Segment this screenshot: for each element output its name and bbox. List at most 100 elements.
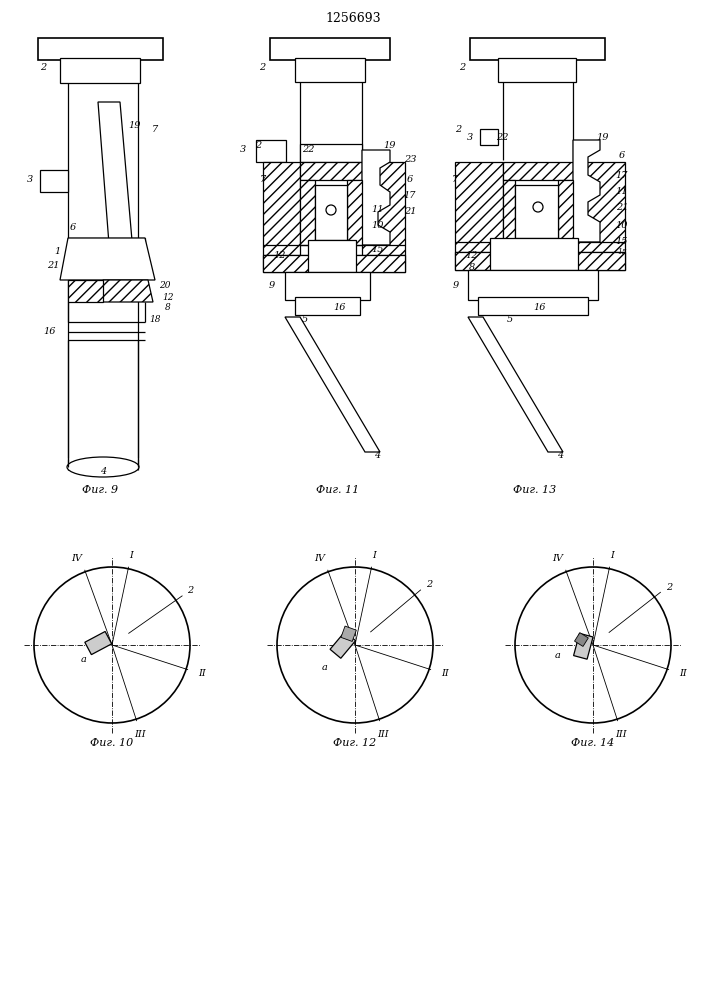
Text: 19: 19 <box>129 120 141 129</box>
Text: II: II <box>199 669 206 678</box>
Text: 11: 11 <box>372 206 384 215</box>
Polygon shape <box>68 238 103 272</box>
Text: 19: 19 <box>384 140 396 149</box>
Text: I: I <box>610 551 614 560</box>
Bar <box>470 38 605 60</box>
Bar <box>468 270 598 300</box>
Text: 19: 19 <box>597 133 609 142</box>
Text: 2: 2 <box>259 64 265 73</box>
Text: 12: 12 <box>162 292 174 302</box>
Text: 2: 2 <box>459 64 465 73</box>
Text: I: I <box>372 551 376 560</box>
Text: 11: 11 <box>616 188 629 196</box>
Polygon shape <box>68 280 103 302</box>
Text: 4: 4 <box>557 450 563 460</box>
Text: II: II <box>679 669 687 678</box>
Text: 10: 10 <box>372 221 384 230</box>
Text: 20: 20 <box>159 280 171 290</box>
Text: 8: 8 <box>469 262 475 271</box>
Bar <box>308 240 356 272</box>
Polygon shape <box>558 180 573 242</box>
Text: I: I <box>129 551 133 560</box>
Polygon shape <box>468 317 563 452</box>
Text: III: III <box>134 730 146 739</box>
Text: a: a <box>555 650 561 660</box>
Polygon shape <box>60 238 155 280</box>
Polygon shape <box>455 162 503 270</box>
Text: 17: 17 <box>404 190 416 200</box>
Polygon shape <box>573 633 593 659</box>
Bar <box>498 58 576 82</box>
Text: Фиг. 9: Фиг. 9 <box>82 485 118 495</box>
Bar <box>490 238 578 270</box>
Text: 3: 3 <box>467 132 473 141</box>
Text: 9: 9 <box>453 280 459 290</box>
Text: 6: 6 <box>70 224 76 232</box>
Text: 2: 2 <box>426 580 432 589</box>
Text: 4: 4 <box>374 450 380 460</box>
Text: 2: 2 <box>666 583 672 592</box>
Text: 4: 4 <box>100 468 106 477</box>
Polygon shape <box>573 140 600 242</box>
Text: 12: 12 <box>274 250 286 259</box>
Text: 3: 3 <box>240 145 246 154</box>
Circle shape <box>326 205 336 215</box>
Polygon shape <box>300 180 315 245</box>
Text: 12: 12 <box>466 250 478 259</box>
Polygon shape <box>103 280 153 302</box>
Text: 22: 22 <box>302 145 314 154</box>
Polygon shape <box>341 626 356 641</box>
Text: II: II <box>442 669 450 678</box>
Text: 9: 9 <box>269 280 275 290</box>
Polygon shape <box>300 162 362 180</box>
Circle shape <box>515 567 671 723</box>
Text: 10: 10 <box>616 221 629 230</box>
Text: 15: 15 <box>616 237 629 246</box>
Text: 21: 21 <box>616 204 629 213</box>
Text: 15: 15 <box>617 248 627 256</box>
Text: 3: 3 <box>27 176 33 184</box>
Text: 18: 18 <box>149 316 160 324</box>
Bar <box>295 58 365 82</box>
Bar <box>38 38 163 60</box>
Text: 15: 15 <box>372 245 384 254</box>
Ellipse shape <box>67 457 139 477</box>
Circle shape <box>277 567 433 723</box>
Polygon shape <box>98 102 133 257</box>
Bar <box>60 58 140 83</box>
Polygon shape <box>263 162 300 272</box>
Text: 21: 21 <box>404 208 416 217</box>
Bar <box>515 185 558 238</box>
Polygon shape <box>503 162 573 180</box>
Bar <box>480 129 498 145</box>
Text: 1256693: 1256693 <box>325 11 381 24</box>
Polygon shape <box>347 180 362 245</box>
Polygon shape <box>285 317 380 452</box>
Text: 8: 8 <box>165 304 171 312</box>
Bar <box>40 170 68 192</box>
Text: 2: 2 <box>455 125 461 134</box>
Text: IV: IV <box>71 554 82 563</box>
Circle shape <box>34 567 190 723</box>
Text: 2: 2 <box>40 64 46 73</box>
Text: 23: 23 <box>404 155 416 164</box>
Text: a: a <box>322 662 328 672</box>
Bar <box>295 297 360 315</box>
Text: 6: 6 <box>407 176 413 184</box>
Text: Фиг. 10: Фиг. 10 <box>90 738 134 748</box>
Polygon shape <box>573 162 625 270</box>
Polygon shape <box>503 180 515 242</box>
Text: 21: 21 <box>47 260 59 269</box>
Polygon shape <box>575 633 588 646</box>
Text: 22: 22 <box>496 133 508 142</box>
Text: Фиг. 11: Фиг. 11 <box>316 485 360 495</box>
Text: 2: 2 <box>187 586 194 595</box>
Polygon shape <box>263 255 405 272</box>
Text: III: III <box>378 730 390 739</box>
Text: 16: 16 <box>534 304 547 312</box>
Polygon shape <box>330 632 356 658</box>
Text: 6: 6 <box>619 150 625 159</box>
Text: 7: 7 <box>452 176 458 184</box>
Text: IV: IV <box>314 554 325 563</box>
Polygon shape <box>362 162 405 272</box>
